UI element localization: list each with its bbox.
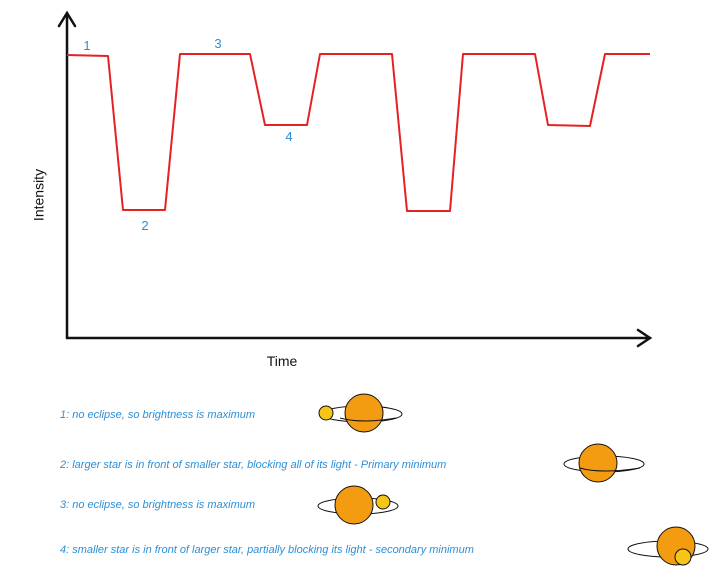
point-label: 2	[141, 218, 148, 233]
note: 3: no eclipse, so brightness is maximum	[60, 499, 255, 511]
point-label: 1	[83, 38, 90, 53]
icon-4	[627, 526, 709, 566]
y-arrow	[57, 10, 77, 28]
point-label: 3	[214, 36, 221, 51]
note: 2: larger star is in front of smaller st…	[59, 459, 446, 471]
icon-1	[318, 393, 403, 433]
x-label: Time	[267, 353, 298, 369]
x-arrow	[636, 328, 653, 348]
note: 4: smaller star is in front of larger st…	[60, 544, 474, 556]
icon-2	[563, 443, 645, 483]
point-label: 4	[285, 129, 292, 144]
y-label: Intensity	[31, 169, 47, 221]
icon-3	[317, 485, 399, 525]
axes	[57, 10, 653, 348]
light-curve	[66, 53, 650, 212]
note: 1: no eclipse, so brightness is maximum	[60, 409, 255, 421]
